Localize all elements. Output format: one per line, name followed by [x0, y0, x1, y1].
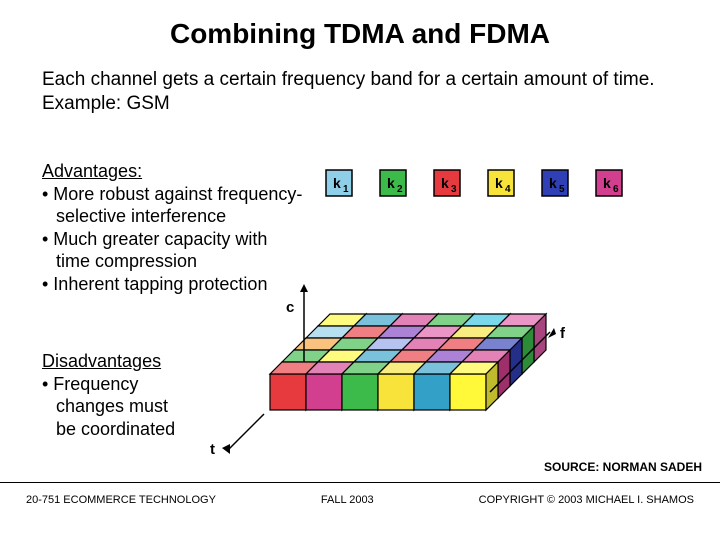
svg-text:1: 1 [343, 184, 349, 195]
svg-text:5: 5 [559, 184, 565, 195]
svg-text:k: k [387, 175, 395, 191]
footer-left: 20-751 ECOMMERCE TECHNOLOGY [26, 494, 216, 506]
footer-mid: FALL 2003 [321, 494, 374, 506]
svg-text:c: c [286, 299, 294, 316]
svg-text:4: 4 [505, 184, 511, 195]
svg-text:k: k [441, 175, 449, 191]
source-credit: SOURCE: NORMAN SADEH [544, 460, 702, 474]
disadvantages-header: Disadvantages [42, 350, 212, 373]
footer-right: COPYRIGHT © 2003 MICHAEL I. SHAMOS [479, 494, 694, 506]
svg-text:k: k [495, 175, 503, 191]
svg-text:f: f [560, 325, 566, 342]
svg-text:6: 6 [613, 184, 619, 195]
svg-text:k: k [549, 175, 557, 191]
svg-text:k: k [333, 175, 341, 191]
svg-text:k: k [603, 175, 611, 191]
svg-text:t: t [210, 441, 215, 458]
footer: 20-751 ECOMMERCE TECHNOLOGY FALL 2003 CO… [0, 494, 720, 506]
divider [0, 482, 720, 483]
subtitle: Each channel gets a certain frequency ba… [0, 50, 720, 116]
disadvantages-block: Disadvantages • Frequency changes must b… [42, 350, 212, 440]
svg-text:3: 3 [451, 184, 457, 195]
cube-diagram: k1k2k3k4k5k6cft [220, 160, 720, 460]
dis-bullet-1-cont1: changes must [42, 395, 212, 418]
page-title: Combining TDMA and FDMA [0, 0, 720, 50]
dis-bullet-1-cont2: be coordinated [42, 418, 212, 441]
svg-text:2: 2 [397, 184, 403, 195]
dis-bullet-1: • Frequency [42, 373, 212, 396]
